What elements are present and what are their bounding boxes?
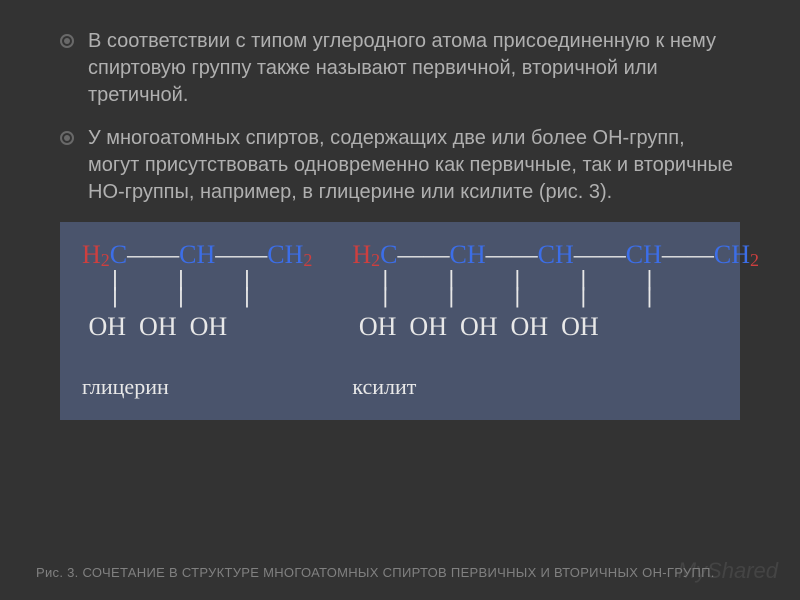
watermark-text: MyShared (678, 558, 778, 584)
molecule-carbon-chain: H2C——CH——CH2 (82, 240, 312, 271)
bullet-text: У многоатомных спиртов, содержащих две и… (88, 125, 740, 206)
bullet-list: В соответствии с типом углеродного атома… (60, 28, 740, 206)
molecule-label: ксилит (352, 374, 759, 400)
bullet-item: У многоатомных спиртов, содержащих две и… (60, 125, 740, 206)
molecule-carbon-chain: H2C——CH——CH——CH——CH2 (352, 240, 759, 271)
bullet-item: В соответствии с типом углеродного атома… (60, 28, 740, 109)
bullet-target-icon (60, 34, 74, 48)
molecule-glycerin: H2C——CH——CH2 | | | | | | OH OH OH глицер… (82, 240, 312, 410)
molecule-bond-lines: | | | | | (352, 290, 759, 305)
figure-caption: Рис. 3. СОЧЕТАНИЕ В СТРУКТУРЕ МНОГОАТОМН… (36, 565, 764, 580)
molecule-oh-row: OH OH OH OH OH (352, 312, 759, 342)
molecule-bond-lines: | | | (82, 290, 312, 305)
molecule-label: глицерин (82, 374, 312, 400)
molecule-oh-row: OH OH OH (82, 312, 312, 342)
molecule-diagram-panel: H2C——CH——CH2 | | | | | | OH OH OH глицер… (60, 222, 740, 420)
slide: В соответствии с типом углеродного атома… (0, 0, 800, 600)
molecule-xylitol: H2C——CH——CH——CH——CH2 | | | | | | | | | |… (352, 240, 759, 410)
bullet-target-icon (60, 131, 74, 145)
bullet-text: В соответствии с типом углеродного атома… (88, 28, 740, 109)
